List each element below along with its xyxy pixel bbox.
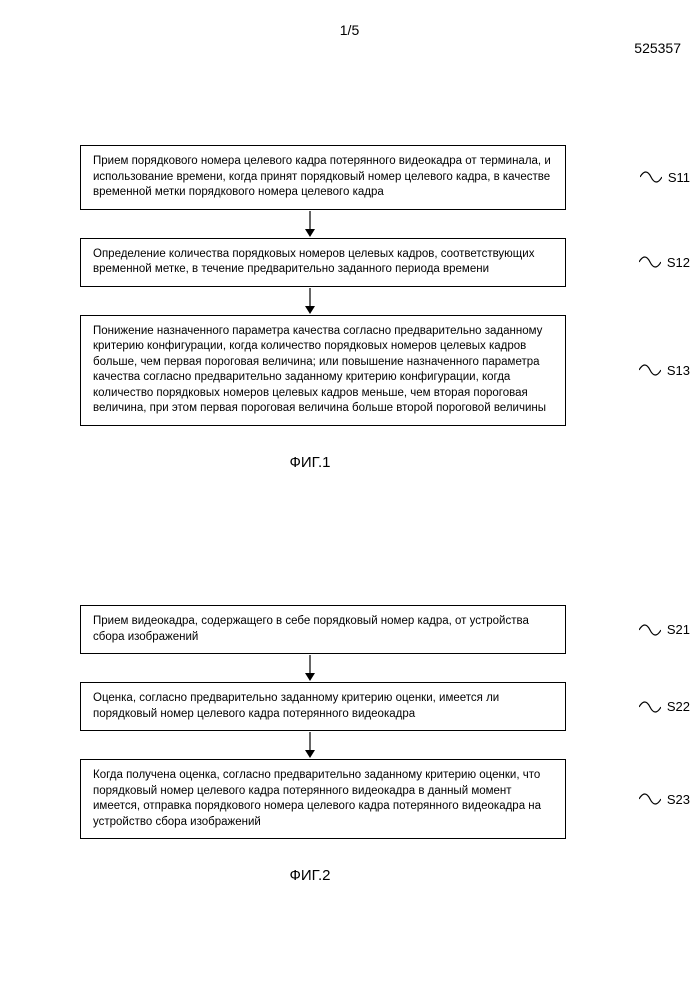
step-label: S12	[639, 249, 690, 275]
step-label-text: S21	[667, 622, 690, 637]
leader-curve-icon	[639, 694, 661, 720]
step-label-text: S22	[667, 699, 690, 714]
document-number: 525357	[634, 40, 681, 56]
step-s21-row: Прием видеокадра, содержащего в себе пор…	[80, 605, 620, 654]
step-s11-row: Прием порядкового номера целевого кадра …	[80, 145, 620, 210]
page-number: 1/5	[340, 22, 359, 38]
step-label-text: S11	[668, 170, 690, 185]
step-s13-row: Понижение назначенного параметра качеств…	[80, 315, 620, 426]
step-box: Прием порядкового номера целевого кадра …	[80, 145, 566, 210]
arrow-down-icon	[80, 287, 540, 315]
arrow-down-icon	[80, 731, 540, 759]
step-box: Когда получена оценка, согласно предвари…	[80, 759, 566, 839]
step-label-text: S12	[667, 255, 690, 270]
leader-curve-icon	[639, 617, 661, 643]
figure-caption: ФИГ.2	[80, 867, 540, 884]
leader-curve-icon	[639, 786, 661, 812]
step-label: S23	[639, 786, 690, 812]
step-label-text: S23	[667, 792, 690, 807]
figure-2: Прием видеокадра, содержащего в себе пор…	[80, 605, 620, 884]
step-s23-row: Когда получена оценка, согласно предвари…	[80, 759, 620, 839]
leader-curve-icon	[640, 164, 662, 190]
leader-curve-icon	[639, 249, 661, 275]
step-label: S21	[639, 617, 690, 643]
figure-caption: ФИГ.1	[80, 454, 540, 471]
step-label: S11	[640, 164, 690, 190]
step-box: Понижение назначенного параметра качеств…	[80, 315, 566, 426]
step-box: Определение количества порядковых номеро…	[80, 238, 566, 287]
arrow-down-icon	[80, 210, 540, 238]
leader-curve-icon	[639, 357, 661, 383]
arrow-down-icon	[80, 654, 540, 682]
figure-1: Прием порядкового номера целевого кадра …	[80, 145, 620, 471]
step-label: S13	[639, 357, 690, 383]
step-label: S22	[639, 694, 690, 720]
step-s22-row: Оценка, согласно предварительно заданном…	[80, 682, 620, 731]
step-label-text: S13	[667, 363, 690, 378]
step-s12-row: Определение количества порядковых номеро…	[80, 238, 620, 287]
step-box: Оценка, согласно предварительно заданном…	[80, 682, 566, 731]
step-box: Прием видеокадра, содержащего в себе пор…	[80, 605, 566, 654]
